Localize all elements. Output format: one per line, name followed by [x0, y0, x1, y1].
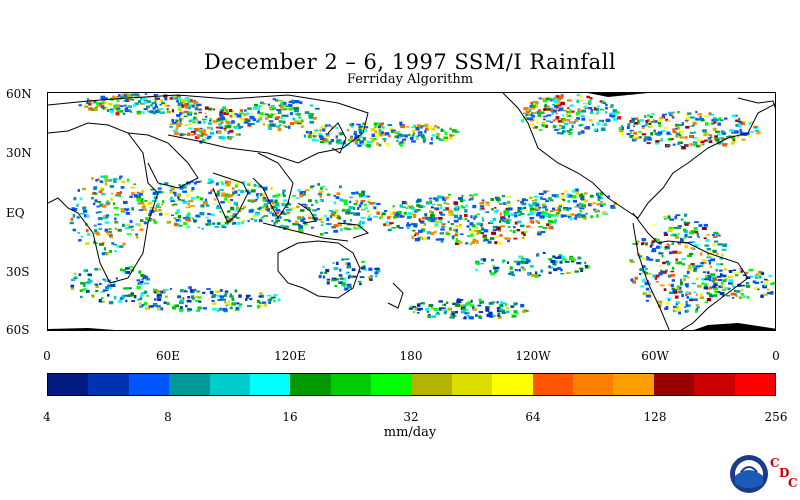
- colorbar-swatch: [371, 374, 412, 395]
- colorbar-swatch: [573, 374, 614, 395]
- cdc-letter-c1: C: [770, 456, 780, 470]
- colorbar-tick-32: 32: [403, 410, 419, 424]
- lon-label-0: 0: [43, 349, 51, 363]
- lon-label-120w: 120W: [515, 349, 551, 363]
- map-subtitle: Ferriday Algorithm: [346, 72, 474, 87]
- colorbar-swatch: [734, 374, 776, 395]
- lon-label-180: 180: [399, 349, 423, 363]
- lon-label-60w: 60W: [641, 349, 669, 363]
- cdc-letter-c2: C: [788, 476, 798, 490]
- colorbar-swatch: [330, 374, 372, 395]
- colorbar-units: mm/day: [383, 425, 437, 440]
- colorbar-swatch: [451, 374, 493, 395]
- rainfall-pixels: [69, 93, 775, 320]
- lat-label-eq: EQ: [6, 206, 25, 220]
- colorbar-tick-4: 4: [43, 410, 51, 424]
- colorbar-swatch: [411, 374, 452, 395]
- colorbar-swatch: [249, 374, 291, 395]
- colorbar-swatch: [694, 374, 735, 395]
- colorbar-swatch: [209, 374, 250, 395]
- colorbar-tick-128: 128: [643, 410, 667, 424]
- colorbar-swatch: [88, 374, 129, 395]
- rainfall-map-canvas: [48, 93, 775, 330]
- cdc-letter-d: D: [779, 466, 790, 480]
- lat-label-60n: 60N: [6, 87, 32, 101]
- colorbar-swatch: [48, 374, 89, 395]
- colorbar-swatch: [532, 374, 574, 395]
- lon-label-0-east: 0: [772, 349, 780, 363]
- noaa-logo-icon: [730, 455, 768, 493]
- colorbar-swatch: [653, 374, 695, 395]
- colorbar-tick-8: 8: [164, 410, 172, 424]
- coastlines: [48, 93, 775, 330]
- rainfall-map: [47, 92, 776, 331]
- colorbar-swatch: [492, 374, 533, 395]
- colorbar-swatch: [169, 374, 210, 395]
- colorbar-swatch: [290, 374, 331, 395]
- lat-label-30n: 30N: [6, 146, 32, 160]
- colorbar-swatch: [128, 374, 170, 395]
- lat-label-30s: 30S: [6, 265, 30, 279]
- lon-label-60e: 60E: [155, 349, 181, 363]
- lat-label-60s: 60S: [6, 323, 30, 337]
- map-title: December 2 – 6, 1997 SSM/I Rainfall: [203, 50, 617, 74]
- colorbar-tick-16: 16: [282, 410, 298, 424]
- lon-label-120e: 120E: [274, 349, 306, 363]
- colorbar: [47, 373, 776, 396]
- colorbar-tick-64: 64: [525, 410, 541, 424]
- colorbar-tick-256: 256: [764, 410, 788, 424]
- colorbar-swatch: [613, 374, 654, 395]
